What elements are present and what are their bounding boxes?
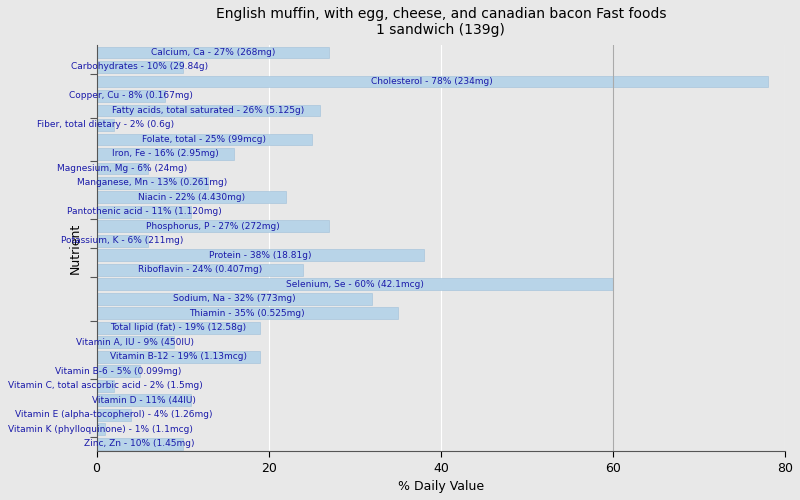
Text: Riboflavin - 24% (0.407mg): Riboflavin - 24% (0.407mg) (138, 266, 262, 274)
Text: Cholesterol - 78% (234mg): Cholesterol - 78% (234mg) (371, 77, 493, 86)
Bar (97, 104, 320, 117)
Text: Vitamin A, IU - 9% (450IU): Vitamin A, IU - 9% (450IU) (76, 338, 194, 347)
Bar (97, 438, 182, 450)
Text: Pantothenic acid - 11% (1.120mg): Pantothenic acid - 11% (1.120mg) (66, 208, 222, 216)
Bar (97, 293, 372, 305)
Bar (97, 235, 148, 247)
Bar (97, 134, 312, 145)
Text: Magnesium, Mg - 6% (24mg): Magnesium, Mg - 6% (24mg) (58, 164, 187, 173)
Bar (97, 308, 398, 320)
Text: Phosphorus, P - 27% (272mg): Phosphorus, P - 27% (272mg) (146, 222, 280, 231)
Text: Thiamin - 35% (0.525mg): Thiamin - 35% (0.525mg) (190, 309, 305, 318)
X-axis label: % Daily Value: % Daily Value (398, 480, 484, 493)
Bar (97, 366, 139, 378)
Bar (97, 192, 286, 203)
Title: English muffin, with egg, cheese, and canadian bacon Fast foods
1 sandwich (139g: English muffin, with egg, cheese, and ca… (215, 7, 666, 37)
Bar (97, 148, 234, 160)
Text: Vitamin K (phylloquinone) - 1% (1.1mcg): Vitamin K (phylloquinone) - 1% (1.1mcg) (9, 425, 194, 434)
Bar (97, 424, 105, 436)
Bar (97, 351, 260, 363)
Y-axis label: Nutrient: Nutrient (69, 222, 82, 274)
Bar (97, 394, 191, 406)
Bar (97, 322, 260, 334)
Bar (97, 76, 768, 88)
Text: Total lipid (fat) - 19% (12.58g): Total lipid (fat) - 19% (12.58g) (110, 324, 246, 332)
Text: Copper, Cu - 8% (0.167mg): Copper, Cu - 8% (0.167mg) (69, 92, 193, 100)
Text: Vitamin B-6 - 5% (0.099mg): Vitamin B-6 - 5% (0.099mg) (55, 367, 182, 376)
Bar (97, 409, 131, 421)
Text: Vitamin E (alpha-tocopherol) - 4% (1.26mg): Vitamin E (alpha-tocopherol) - 4% (1.26m… (15, 410, 213, 420)
Bar (97, 220, 329, 232)
Text: Selenium, Se - 60% (42.1mcg): Selenium, Se - 60% (42.1mcg) (286, 280, 424, 289)
Text: Fatty acids, total saturated - 26% (5.125g): Fatty acids, total saturated - 26% (5.12… (112, 106, 305, 115)
Bar (97, 46, 329, 58)
Text: Vitamin B-12 - 19% (1.13mcg): Vitamin B-12 - 19% (1.13mcg) (110, 352, 247, 362)
Bar (97, 61, 182, 73)
Text: Sodium, Na - 32% (773mg): Sodium, Na - 32% (773mg) (173, 294, 295, 304)
Text: Potassium, K - 6% (211mg): Potassium, K - 6% (211mg) (62, 236, 183, 246)
Bar (97, 177, 209, 189)
Bar (97, 336, 174, 348)
Text: Manganese, Mn - 13% (0.261mg): Manganese, Mn - 13% (0.261mg) (78, 178, 228, 188)
Bar (97, 119, 114, 131)
Bar (97, 250, 424, 262)
Text: Vitamin C, total ascorbic acid - 2% (1.5mg): Vitamin C, total ascorbic acid - 2% (1.5… (8, 382, 202, 390)
Text: Vitamin D - 11% (44IU): Vitamin D - 11% (44IU) (92, 396, 196, 405)
Bar (97, 162, 148, 174)
Bar (97, 206, 191, 218)
Text: Folate, total - 25% (99mcg): Folate, total - 25% (99mcg) (142, 135, 266, 144)
Bar (97, 278, 613, 290)
Text: Niacin - 22% (4.430mg): Niacin - 22% (4.430mg) (138, 193, 245, 202)
Text: Carbohydrates - 10% (29.84g): Carbohydrates - 10% (29.84g) (71, 62, 208, 72)
Text: Calcium, Ca - 27% (268mg): Calcium, Ca - 27% (268mg) (150, 48, 275, 57)
Text: Iron, Fe - 16% (2.95mg): Iron, Fe - 16% (2.95mg) (112, 150, 218, 158)
Text: Protein - 38% (18.81g): Protein - 38% (18.81g) (209, 251, 311, 260)
Text: Fiber, total dietary - 2% (0.6g): Fiber, total dietary - 2% (0.6g) (37, 120, 174, 130)
Bar (97, 90, 166, 102)
Text: Zinc, Zn - 10% (1.45mg): Zinc, Zn - 10% (1.45mg) (84, 440, 195, 448)
Bar (97, 380, 114, 392)
Bar (97, 264, 303, 276)
